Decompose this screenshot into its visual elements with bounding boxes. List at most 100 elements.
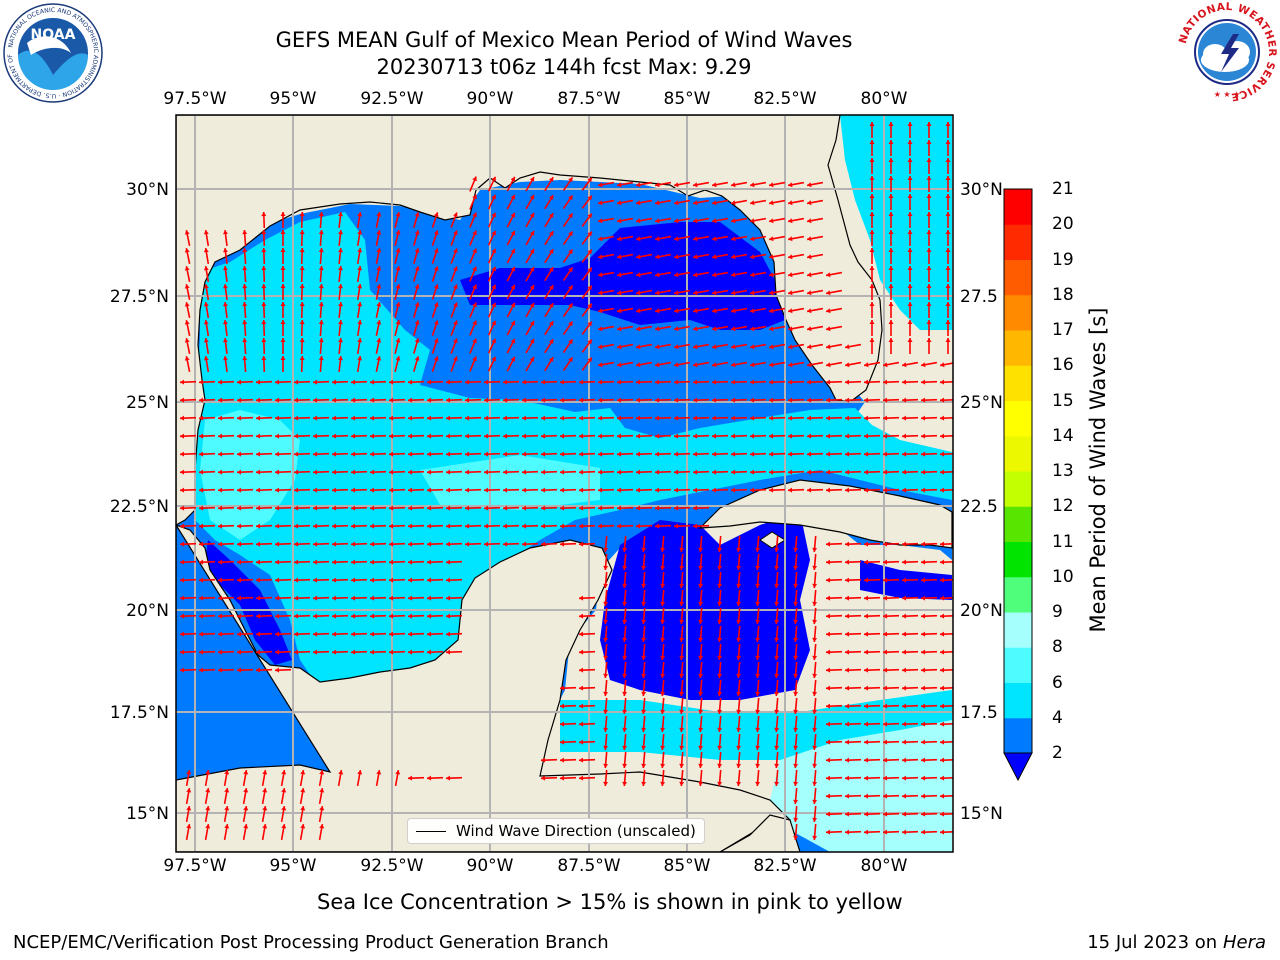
wind-wave-arrowhead: [218, 451, 223, 457]
wind-wave-arrowhead: [598, 236, 603, 242]
wind-wave-arrowhead: [465, 415, 470, 421]
wind-wave-arrowhead: [446, 577, 451, 583]
wind-wave-arrowhead: [940, 739, 945, 745]
wind-wave-arrowhead: [679, 547, 685, 552]
wind-wave-arrowhead: [351, 559, 356, 565]
wind-wave-arrowhead: [693, 308, 698, 314]
wind-wave-arrowhead: [755, 763, 761, 768]
wind-wave-arrowhead: [826, 703, 831, 709]
wind-wave-arrowhead: [793, 727, 799, 732]
colorbar-tick-label: 21: [1052, 179, 1074, 199]
wind-wave-arrowhead: [603, 745, 609, 750]
wind-wave-arrowhead: [883, 541, 888, 547]
wind-wave-arrowhead: [199, 451, 204, 457]
wind-wave-arrowhead: [294, 523, 299, 529]
wind-wave-arrowhead: [433, 356, 439, 361]
wind-wave-arrowhead: [655, 451, 660, 457]
wind-wave-arrowhead: [408, 451, 413, 457]
wind-wave-arrowhead: [883, 703, 888, 709]
wind-wave-arrowhead: [731, 182, 736, 188]
wind-wave-arrowhead: [370, 487, 375, 493]
wind-wave-arrowhead: [674, 362, 679, 368]
wind-wave-arrowhead: [869, 122, 875, 126]
wind-wave-arrowhead: [223, 302, 228, 307]
wind-wave-arrowhead: [453, 284, 458, 290]
wind-wave-arrowhead: [427, 379, 432, 385]
wind-wave-arrowhead: [617, 451, 622, 457]
wind-wave-arrowhead: [679, 619, 685, 624]
wind-wave-arrowhead: [237, 577, 242, 583]
wind-wave-arrowhead: [427, 595, 432, 601]
wind-wave-arrowhead: [256, 379, 261, 385]
wind-wave-arrowhead: [945, 338, 951, 342]
wind-wave-arrowhead: [218, 595, 223, 601]
wind-wave-arrowhead: [674, 433, 679, 439]
wind-wave-arrowhead: [845, 649, 850, 655]
wind-wave-arrowhead: [313, 577, 318, 583]
wind-wave-arrowhead: [529, 249, 535, 254]
wind-wave-arrowhead: [679, 727, 685, 732]
wind-wave-arrowhead: [940, 559, 945, 565]
wind-wave-arrowhead: [617, 272, 622, 278]
wind-wave-arrowhead: [262, 788, 268, 793]
wind-wave-arrowhead: [237, 415, 242, 421]
wind-wave-arrowhead: [598, 433, 603, 439]
wind-wave-arrowhead: [408, 433, 413, 439]
wind-wave-arrowhead: [338, 230, 343, 235]
wind-wave-arrowhead: [218, 631, 223, 637]
lon-tick-top: 95°W: [269, 89, 317, 109]
wind-wave-arrowhead: [845, 577, 850, 583]
wind-wave-arrowhead: [926, 266, 932, 270]
wind-wave-arrowhead: [845, 469, 850, 475]
wind-wave-arrowhead: [262, 770, 268, 775]
wind-wave-arrowhead: [338, 266, 343, 271]
wind-wave-arrowhead: [446, 451, 451, 457]
wind-wave-arrowhead: [674, 200, 679, 206]
wind-wave-arrowhead: [549, 267, 554, 272]
wind-wave-arrowhead: [389, 595, 394, 601]
wind-wave-arrowhead: [433, 320, 439, 325]
wind-wave-arrowhead: [845, 433, 850, 439]
wind-wave-arrowhead: [812, 619, 818, 624]
wind-wave-arrowhead: [332, 415, 337, 421]
wind-wave-arrowhead: [617, 254, 622, 260]
wind-wave-arrowhead: [568, 249, 573, 255]
wind-wave-arrowhead: [427, 433, 432, 439]
wind-wave-arrowhead: [617, 397, 622, 403]
wind-wave-arrowhead: [541, 505, 546, 511]
wind-wave-arrowhead: [736, 727, 742, 732]
wind-wave-arrowhead: [294, 469, 299, 475]
wind-wave-arrowhead: [529, 339, 535, 344]
wind-wave-arrowhead: [579, 451, 584, 457]
wind-wave-arrowhead: [261, 356, 267, 361]
wind-wave-arrowhead: [318, 266, 324, 271]
wind-wave-arrowhead: [883, 739, 888, 745]
wind-wave-arrowhead: [698, 673, 704, 678]
wind-wave-arrowhead: [788, 218, 793, 224]
wind-wave-arrowhead: [446, 541, 451, 547]
wind-wave-arrowhead: [357, 266, 363, 271]
wind-wave-arrowhead: [389, 505, 394, 511]
lat-tick-left: 22.5°N: [109, 497, 169, 517]
colorbar-tick-label: 11: [1052, 531, 1074, 552]
wind-wave-arrowhead: [275, 631, 280, 637]
wind-wave-arrowhead: [674, 236, 679, 242]
wind-wave-arrowhead: [313, 559, 318, 565]
wind-wave-arrowhead: [237, 631, 242, 637]
wind-wave-arrowhead: [793, 691, 799, 696]
wind-wave-arrowhead: [199, 415, 204, 421]
wind-wave-arrowhead: [812, 763, 818, 768]
wind-wave-arrowhead: [769, 272, 774, 278]
lat-tick-right: 17.5: [960, 703, 998, 723]
wind-wave-arrowhead: [294, 451, 299, 457]
wind-wave-arrowhead: [199, 505, 204, 511]
wind-wave-arrowhead: [370, 613, 375, 619]
lon-tick-bottom: 95°W: [269, 856, 317, 876]
wind-wave-arrowhead: [826, 326, 831, 332]
wind-wave-arrowhead: [622, 565, 628, 570]
wind-wave-arrowhead: [510, 176, 516, 182]
gulf-deep-blue-north: [460, 222, 785, 330]
lat-tick-left: 15°N: [126, 804, 169, 824]
wind-wave-arrowhead: [641, 583, 647, 588]
wind-wave-arrowhead: [655, 236, 660, 242]
